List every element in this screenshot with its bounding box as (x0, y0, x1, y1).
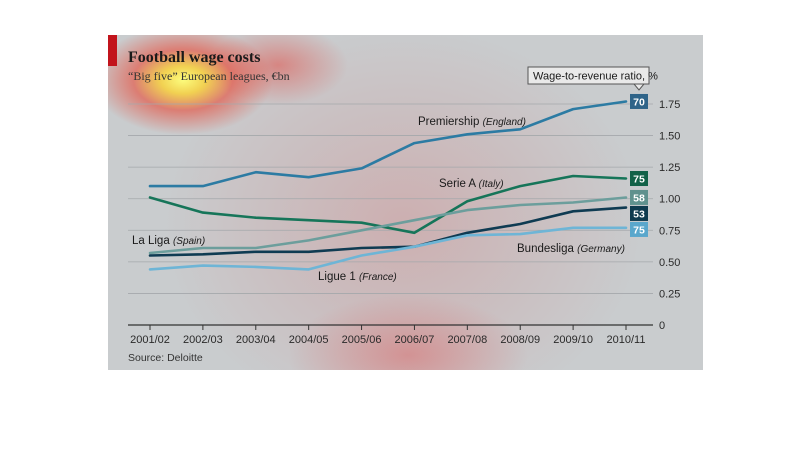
series-name: Ligue 1 (318, 271, 359, 283)
ratio-badge-value: 75 (633, 174, 645, 186)
series-line-ligue-1 (148, 226, 628, 271)
series-country: (Spain) (173, 236, 205, 247)
x-tick-label: 2007/08 (447, 334, 487, 346)
axes: 0 0.25 0.50 0.75 1.00 1.25 1.50 1.75 2001/02 2002… (128, 99, 680, 346)
ratio-legend-label: Wage-to-revenue ratio, % (533, 71, 658, 83)
series-label: Serie A (Italy) (439, 178, 504, 190)
ratio-badge-value: 53 (633, 208, 645, 220)
series-name: Premiership (418, 116, 483, 128)
x-tick-label: 2008/09 (500, 334, 540, 346)
x-tick-label: 2010/11 (607, 334, 646, 346)
series-line-la-liga (148, 196, 628, 255)
y-tick-label: 1.75 (659, 99, 680, 111)
ratio-badges: 70 75 58 53 75 (630, 93, 648, 237)
series-line-premiership (148, 100, 628, 188)
x-tick-label: 2003/04 (236, 334, 276, 346)
y-tick-label: 1.25 (659, 162, 680, 174)
series-line-bundesliga (148, 206, 628, 257)
series-country: (Germany) (577, 244, 625, 255)
series-name: Serie A (439, 178, 479, 190)
y-tick-label: 0.50 (659, 257, 680, 269)
brand-red-tab (108, 35, 117, 66)
y-tick-label: 1.00 (659, 194, 680, 206)
x-tick-label: 2009/10 (553, 334, 593, 346)
ratio-badge (630, 189, 648, 205)
ratio-legend: Wage-to-revenue ratio, % (527, 66, 658, 91)
ratio-badge (630, 221, 648, 237)
y-tick-label: 0 (659, 320, 665, 332)
y-tick-label: 0.75 (659, 225, 680, 237)
y-tick-label: 1.50 (659, 131, 680, 143)
series-label: Ligue 1 (France) (318, 271, 397, 283)
grid-lines (128, 103, 653, 294)
ratio-badge (630, 171, 648, 187)
series-country: (Italy) (479, 179, 504, 190)
series-country: (France) (359, 272, 397, 283)
series-label: Premiership (England) (418, 116, 526, 128)
series-label: Bundesliga (Germany) (517, 243, 625, 255)
x-tick-label: 2001/02 (130, 334, 170, 346)
x-tick-label: 2002/03 (183, 334, 223, 346)
chart-source: Source: Deloitte (128, 352, 203, 364)
x-tick-label: 2006/07 (395, 334, 435, 346)
x-tick-label: 2004/05 (289, 334, 329, 346)
chart-title: Football wage costs (128, 49, 260, 66)
series-name: La Liga (132, 235, 173, 247)
series-name: Bundesliga (517, 243, 577, 255)
y-tick-label: 0.25 (659, 288, 680, 300)
ratio-badge-value: 70 (633, 96, 645, 108)
ratio-badge (630, 205, 648, 221)
ratio-badge (630, 93, 648, 109)
series-line-serie-a (148, 174, 628, 235)
x-tick-label: 2005/06 (342, 334, 382, 346)
series-lines (148, 100, 628, 271)
ratio-badge-value: 75 (633, 224, 645, 236)
chart-subtitle: “Big five” European leagues, €bn (128, 69, 290, 83)
series-country: (England) (483, 117, 526, 128)
series-labels: Premiership (England) Serie A (Italy) La L… (132, 116, 625, 283)
line-chart: Football wage costs “Big five” European … (128, 49, 680, 364)
series-label: La Liga (Spain) (132, 235, 205, 247)
ratio-badge-value: 58 (633, 192, 645, 204)
